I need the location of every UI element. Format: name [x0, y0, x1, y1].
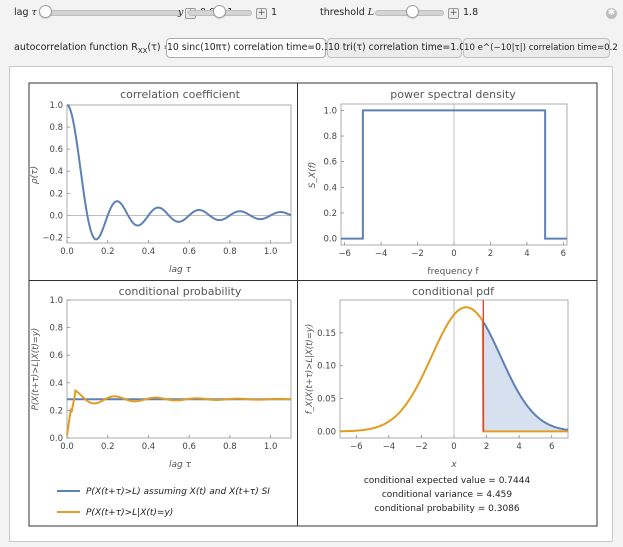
x-tick-label: 0.0	[60, 247, 74, 257]
threshold-slider-knob[interactable]	[405, 5, 419, 18]
x-tick-label: 4	[516, 442, 521, 452]
x-tick-label: 0	[451, 249, 456, 259]
autocorrelation-label: autocorrelation function RXX(τ) =	[14, 42, 172, 55]
x-tick-label: 6	[549, 442, 554, 452]
x-tick-label: 1.0	[264, 442, 278, 452]
x-tick-label: −2	[415, 442, 428, 452]
x-tick-label: 0.8	[223, 442, 237, 452]
y-tick-label: 1.0	[49, 296, 63, 306]
settings-gear-icon[interactable]: ✱	[606, 8, 617, 19]
psd-xlabel: frequency f	[427, 267, 479, 277]
x-tick-label: 0.6	[182, 247, 196, 257]
legend-label-cond: P(X(t+τ)>L|X(t)=y)	[86, 508, 173, 518]
y-tick-label: 0.4	[323, 183, 337, 193]
cpdf-tail-curve	[482, 321, 569, 431]
threshold-expand-button[interactable]: +	[448, 8, 459, 19]
threshold-slider-label: threshold L	[320, 7, 375, 18]
y-tick-label: 0.2	[49, 189, 63, 199]
cprob-conditional-curve	[66, 388, 292, 436]
output-panel	[9, 66, 613, 542]
corr-curve	[66, 104, 292, 241]
x-tick-label: 0.6	[182, 442, 196, 452]
y-tick-label: 0.0	[49, 211, 63, 221]
x-tick-label: 6	[561, 249, 566, 259]
cpdf-tail-fill	[483, 322, 568, 432]
y-tick-label: 0.8	[49, 324, 63, 334]
option-exp-button[interactable]: 10 e^(−10|τ|) correlation time=0.2	[463, 38, 618, 58]
x-tick-label: −4	[383, 442, 396, 452]
x-tick-label: −6	[350, 442, 363, 452]
cprob-xlabel: lag τ	[169, 460, 192, 470]
psd-title: power spectral density	[390, 88, 516, 101]
x-tick-label: 2	[484, 442, 489, 452]
stat-probability: conditional probability = 0.3086	[374, 504, 520, 514]
x-tick-label: 0.8	[223, 247, 237, 257]
y-tick-label: 0.4	[49, 379, 63, 389]
x-tick-label: −2	[411, 249, 424, 259]
cprob-ylabel: P(X(t+τ)>L|X(t)=y)	[31, 328, 41, 410]
psd-ylabel: S_X(f)	[308, 162, 318, 189]
option-tri-button[interactable]: 10 tri(τ) correlation time=1.0	[327, 38, 465, 58]
stat-variance: conditional variance = 4.459	[382, 490, 513, 500]
y-slider-knob[interactable]	[213, 5, 226, 18]
psd-curve	[341, 109, 567, 240]
x-tick-label: 0	[451, 442, 456, 452]
cpdf-panel: conditional pdf −6 −4 −2 0 2 4 6 0.00 0.05 0.10 0.…	[305, 285, 569, 514]
corr-panel: correlation coefficient 0.0 0.2 0.4 0.6 0.8 1…	[30, 88, 292, 275]
y-tick-label: 1.0	[323, 106, 337, 116]
lag-slider-knob[interactable]	[38, 5, 52, 18]
y-tick-label: 0.10	[317, 362, 336, 372]
y-value: 1	[271, 7, 278, 18]
y-tick-label: 0.6	[49, 351, 63, 361]
stat-expected-value: conditional expected value = 0.7444	[364, 476, 531, 486]
cprob-title: conditional probability	[119, 285, 242, 298]
y-tick-label: 0.00	[317, 427, 336, 437]
x-tick-label: 0.2	[101, 247, 115, 257]
y-tick-label: 0.4	[49, 167, 63, 177]
y-tick-label: 0.6	[323, 158, 337, 168]
corr-xlabel: lag τ	[169, 265, 192, 275]
x-tick-label: 0.2	[101, 442, 115, 452]
y-label: y	[178, 7, 184, 18]
y-tick-label: 1.0	[49, 101, 63, 111]
y-tick-label: 0.6	[49, 145, 63, 155]
threshold-value: 1.8	[463, 7, 479, 18]
cpdf-ylabel: f_X(X(t+τ)>L|X(t)=y)	[305, 324, 315, 414]
y-tick-label: 0.0	[49, 434, 63, 444]
x-tick-label: 0.0	[60, 442, 74, 452]
cpdf-xlabel: x	[450, 460, 457, 470]
cpdf-conditional-curve	[339, 306, 568, 433]
psd-panel: power spectral density −6 −4 −2 0 2 4 6 0.0 0.2 0…	[308, 88, 568, 277]
corr-ylabel: ρ(τ)	[30, 166, 40, 184]
x-tick-label: 1.0	[264, 247, 278, 257]
lag-slider-label: lag τ	[14, 7, 37, 18]
cprob-panel: conditional probability 0.0 0.2 0.4 0.6 0.8 1…	[31, 285, 292, 518]
y-tick-label: 0.15	[317, 329, 336, 339]
corr-title: correlation coefficient	[120, 88, 241, 101]
grid-border	[28, 82, 598, 527]
option-sinc-button[interactable]: 10 sinc(10πτ) correlation time=0.1	[166, 38, 330, 58]
y-tick-label: 0.8	[49, 123, 63, 133]
y-tick-label: 0.2	[49, 406, 63, 416]
corr-frame	[66, 104, 292, 244]
x-tick-label: 4	[524, 249, 529, 259]
x-tick-label: 2	[488, 249, 493, 259]
x-tick-label: −4	[375, 249, 388, 259]
x-tick-label: 0.4	[142, 247, 156, 257]
y-tick-label: 0.2	[323, 209, 337, 219]
y-tick-label: 0.8	[323, 132, 337, 142]
y-tick-label: 0.05	[317, 395, 336, 405]
x-tick-label: −6	[338, 249, 351, 259]
y-expand-button[interactable]: +	[256, 8, 267, 19]
legend-label-si: P(X(t+τ)>L) assuming X(t) and X(t+τ) SI	[86, 487, 270, 497]
cpdf-title: conditional pdf	[412, 285, 495, 298]
y-tick-label: 0.0	[323, 235, 337, 245]
cprob-frame	[66, 299, 292, 439]
x-tick-label: 0.4	[142, 442, 156, 452]
y-tick-label: −0.2	[42, 233, 63, 243]
